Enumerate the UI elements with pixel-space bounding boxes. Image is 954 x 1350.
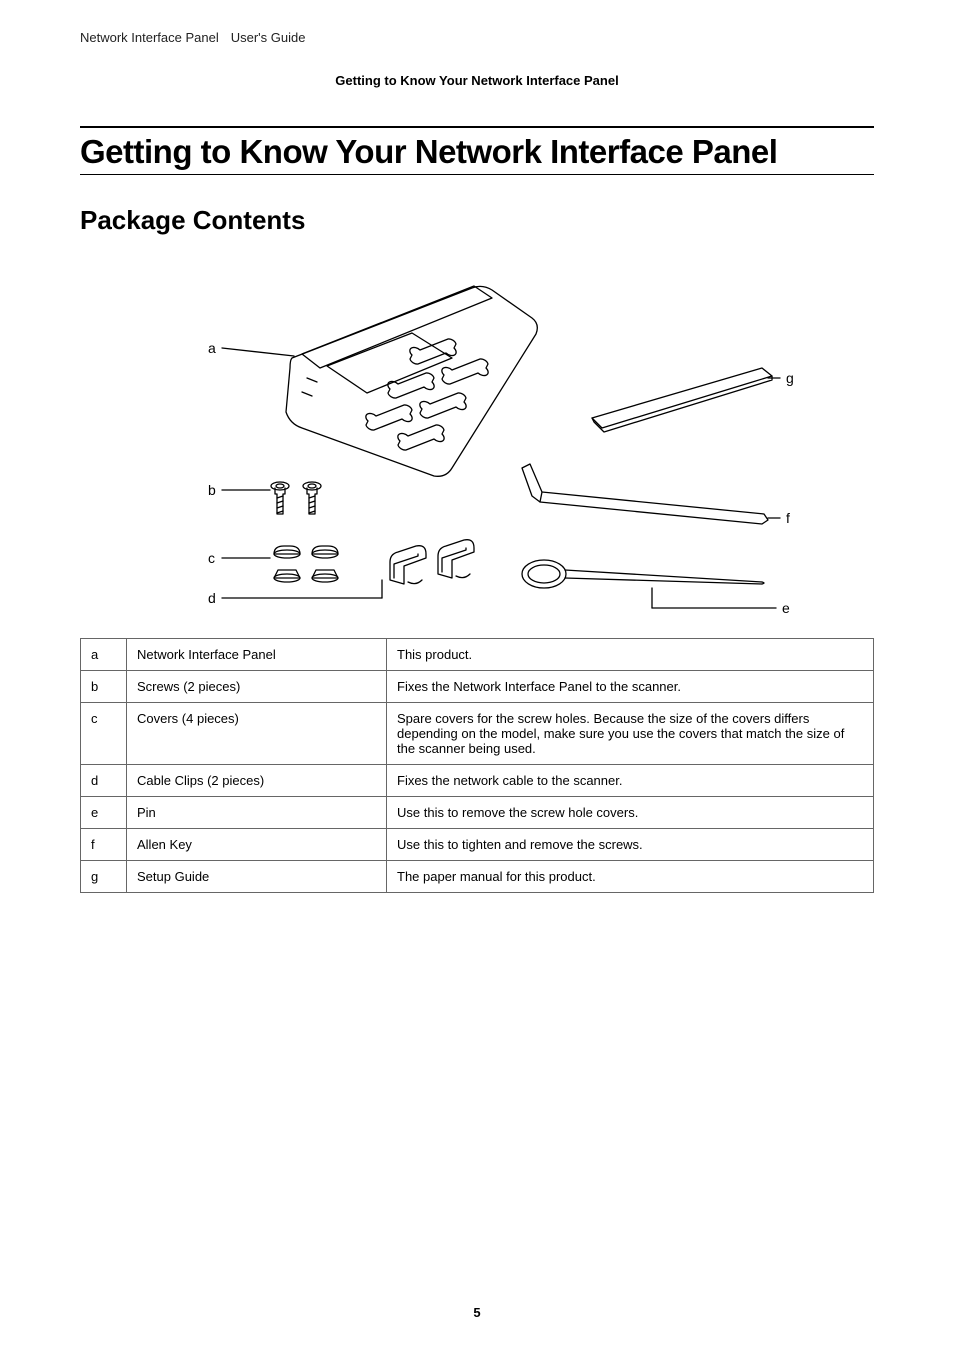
- table-key: b: [81, 671, 127, 703]
- figure-label-b: b: [208, 482, 216, 498]
- figure-covers: [274, 546, 338, 582]
- table-key: f: [81, 829, 127, 861]
- table-item: Pin: [127, 797, 387, 829]
- table-key: c: [81, 703, 127, 765]
- table-row: g Setup Guide The paper manual for this …: [81, 861, 874, 893]
- figure-screws: [271, 482, 321, 514]
- table-row: a Network Interface Panel This product.: [81, 639, 874, 671]
- running-header-right: User's Guide: [231, 30, 306, 45]
- table-item: Network Interface Panel: [127, 639, 387, 671]
- table-key: a: [81, 639, 127, 671]
- figure-label-f: f: [786, 510, 790, 526]
- table-row: d Cable Clips (2 pieces) Fixes the netwo…: [81, 765, 874, 797]
- figure-allen-key: [522, 464, 768, 524]
- table-desc: Fixes the network cable to the scanner.: [387, 765, 874, 797]
- table-desc: The paper manual for this product.: [387, 861, 874, 893]
- figure-cable-clips: [390, 540, 474, 584]
- table-row: c Covers (4 pieces) Spare covers for the…: [81, 703, 874, 765]
- rule-bottom: [80, 174, 874, 175]
- rule-top: [80, 126, 874, 128]
- figure-pin: [522, 560, 764, 588]
- table-desc: Fixes the Network Interface Panel to the…: [387, 671, 874, 703]
- figure-label-c: c: [208, 550, 215, 566]
- table-row: b Screws (2 pieces) Fixes the Network In…: [81, 671, 874, 703]
- table-key: e: [81, 797, 127, 829]
- section-label: Getting to Know Your Network Interface P…: [80, 73, 874, 88]
- package-contents-table: a Network Interface Panel This product. …: [80, 638, 874, 893]
- table-desc: Spare covers for the screw holes. Becaus…: [387, 703, 874, 765]
- table-item: Cable Clips (2 pieces): [127, 765, 387, 797]
- table-key: g: [81, 861, 127, 893]
- table-desc: This product.: [387, 639, 874, 671]
- page-title: Getting to Know Your Network Interface P…: [80, 134, 874, 170]
- table-item: Setup Guide: [127, 861, 387, 893]
- page-number: 5: [0, 1305, 954, 1320]
- running-header: Network Interface Panel User's Guide: [80, 30, 874, 45]
- package-contents-figure: a b c d e f g: [152, 258, 802, 618]
- figure-setup-guide: [592, 368, 772, 432]
- figure-panel: [286, 286, 537, 476]
- table-row: f Allen Key Use this to tighten and remo…: [81, 829, 874, 861]
- figure-label-d: d: [208, 590, 216, 606]
- figure-label-e: e: [782, 600, 790, 616]
- figure-label-g: g: [786, 370, 794, 386]
- table-row: e Pin Use this to remove the screw hole …: [81, 797, 874, 829]
- table-desc: Use this to remove the screw hole covers…: [387, 797, 874, 829]
- table-desc: Use this to tighten and remove the screw…: [387, 829, 874, 861]
- table-key: d: [81, 765, 127, 797]
- figure-label-a: a: [208, 340, 216, 356]
- table-item: Screws (2 pieces): [127, 671, 387, 703]
- table-item: Allen Key: [127, 829, 387, 861]
- running-header-left: Network Interface Panel: [80, 30, 219, 45]
- table-item: Covers (4 pieces): [127, 703, 387, 765]
- subheading: Package Contents: [80, 205, 874, 236]
